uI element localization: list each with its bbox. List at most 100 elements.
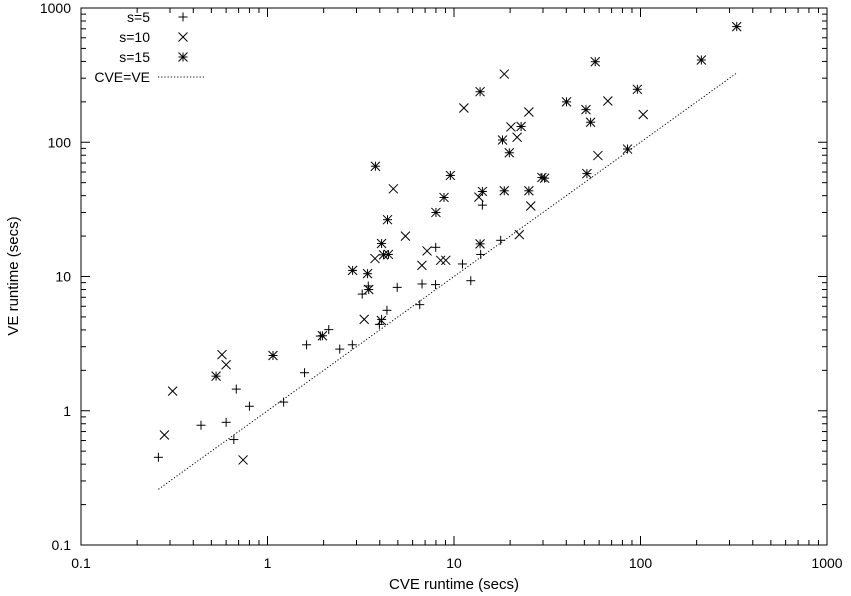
point-s5: [324, 325, 334, 335]
point-s10: [167, 386, 178, 396]
point-s5: [300, 368, 310, 378]
point-s15: [382, 214, 393, 225]
point-s15: [211, 371, 221, 382]
point-s15: [590, 56, 601, 67]
point-s10: [459, 103, 469, 113]
point-s10: [359, 314, 370, 325]
legend: s=5 s=10 s=15 CVE=VE: [94, 9, 206, 85]
point-s5: [415, 300, 425, 310]
point-s10: [417, 260, 427, 271]
point-s15: [524, 185, 534, 196]
point-s15: [499, 185, 510, 196]
point-s10: [440, 255, 451, 266]
y-tick-label: 1000: [40, 0, 71, 16]
point-s5: [377, 314, 387, 324]
point-s15: [475, 86, 485, 97]
point-s15: [539, 173, 550, 184]
point-s10: [422, 246, 432, 256]
point-s15: [582, 168, 592, 179]
point-s10: [499, 69, 510, 79]
point-s5: [382, 305, 392, 315]
point-s10: [602, 96, 613, 106]
point-s15: [585, 117, 596, 128]
point-s5: [457, 259, 467, 269]
x-tick-label: 1: [264, 555, 272, 571]
x-tick-label: 100: [629, 555, 653, 571]
point-s10: [159, 430, 170, 440]
legend-label: s=10: [119, 29, 150, 45]
point-s15: [431, 207, 441, 218]
y-tick-label: 1: [63, 403, 71, 419]
point-s10: [514, 229, 525, 240]
point-s10: [400, 231, 411, 241]
point-s15: [347, 265, 358, 276]
point-s15: [504, 147, 515, 158]
point-s5: [229, 435, 239, 445]
point-s15: [632, 84, 643, 95]
point-s10: [512, 132, 522, 143]
y-axis-label: VE runtime (secs): [5, 216, 22, 335]
legend-label: s=5: [127, 9, 150, 25]
point-s15: [477, 186, 488, 197]
point-s5: [477, 200, 487, 210]
point-s5: [374, 319, 384, 329]
point-s15: [439, 192, 449, 203]
point-s15: [445, 170, 456, 181]
point-s15: [516, 121, 526, 132]
legend-label: s=15: [119, 49, 150, 65]
point-s15: [497, 135, 508, 145]
point-s10: [370, 253, 380, 264]
point-s15: [363, 284, 374, 295]
point-s10: [376, 315, 387, 326]
point-s5: [302, 340, 312, 350]
x-axis-label: CVE runtime (secs): [389, 576, 519, 593]
point-s15: [317, 330, 328, 341]
y-tick-label: 10: [55, 269, 71, 285]
point-s5: [231, 384, 241, 394]
point-s5: [221, 417, 231, 427]
point-s5: [392, 282, 402, 292]
point-s10: [435, 255, 446, 266]
x-tick-label: 1000: [811, 555, 842, 571]
legend-marker-sample: [178, 52, 188, 62]
point-s15: [561, 96, 572, 107]
point-s10: [221, 359, 231, 370]
y-tick-label: 100: [48, 134, 72, 150]
point-s10: [238, 455, 248, 465]
point-s10: [524, 107, 534, 117]
point-s5: [417, 279, 427, 289]
point-s5: [466, 276, 476, 286]
legend-marker-sample: [178, 12, 188, 22]
point-s15: [376, 238, 387, 249]
point-s10: [593, 150, 603, 161]
y-tick-label: 0.1: [52, 537, 72, 553]
point-s15: [475, 239, 485, 249]
point-s10: [506, 122, 516, 132]
point-s10: [525, 201, 536, 211]
point-s15: [581, 104, 591, 115]
point-s15: [362, 268, 373, 279]
point-s10: [638, 109, 649, 120]
point-s15: [378, 249, 389, 260]
x-tick-label: 0.1: [71, 555, 91, 571]
point-s5: [431, 242, 441, 252]
point-s5: [431, 280, 441, 290]
y-axis: 0.1 1 10 100 1000: [40, 0, 827, 553]
point-s5: [335, 344, 345, 354]
point-s5: [347, 340, 357, 350]
point-s15: [696, 55, 707, 65]
point-s5: [196, 420, 206, 430]
point-s15: [622, 144, 633, 154]
point-s15: [268, 350, 278, 361]
point-s15: [731, 21, 742, 32]
point-s5: [153, 452, 163, 462]
point-s10: [217, 349, 227, 360]
x-tick-label: 10: [446, 555, 462, 571]
x-axis: 0.1 1 10 100 1000: [71, 8, 843, 571]
legend-label: CVE=VE: [94, 69, 150, 85]
point-s15: [383, 249, 394, 260]
point-s5: [357, 289, 367, 299]
legend-marker-sample: [178, 32, 188, 42]
cve-equals-ve-line: [158, 72, 738, 490]
